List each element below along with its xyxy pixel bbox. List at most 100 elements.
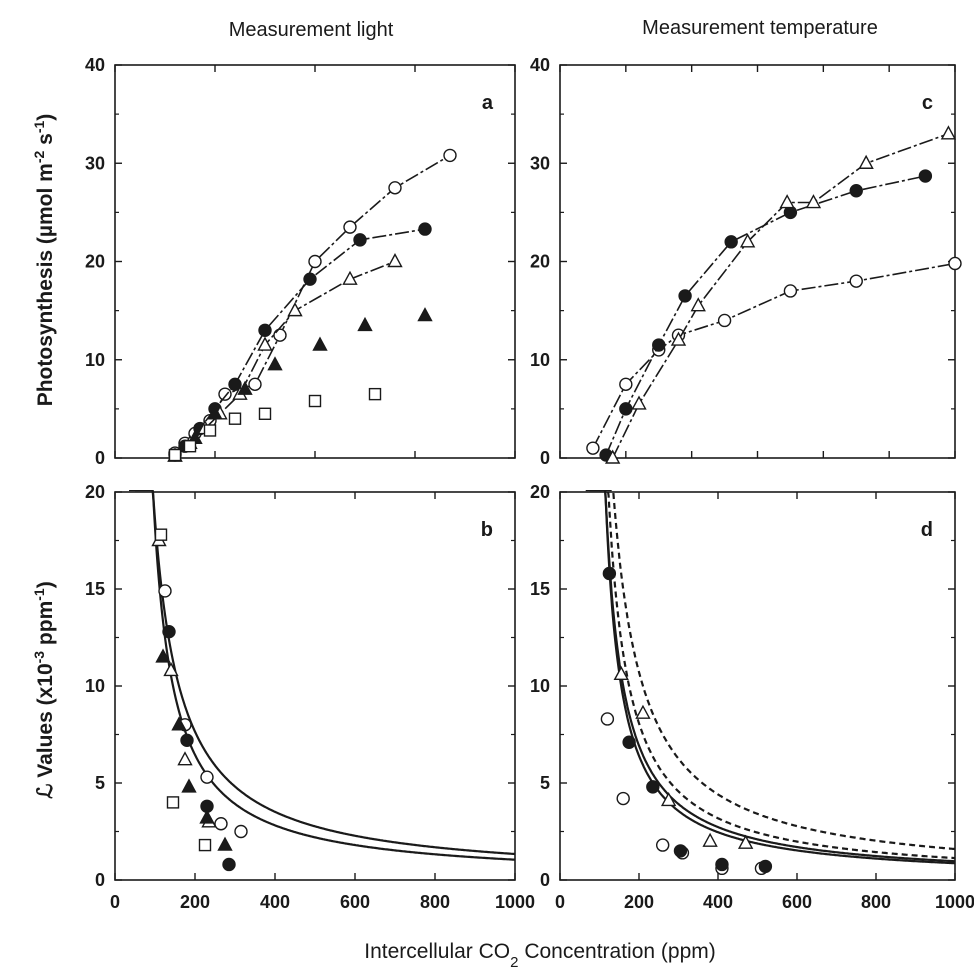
point-circle-filled xyxy=(162,624,176,639)
point-circle-open xyxy=(388,181,402,195)
point-circle-filled xyxy=(715,857,729,872)
point-triangle-open xyxy=(635,704,651,719)
panel-letter: b xyxy=(481,519,493,541)
point-triangle-open xyxy=(177,751,193,766)
fit-curve-2 xyxy=(591,490,955,865)
y-axis-label-bottom: ℒ Values (x10-3 ppm-1) xyxy=(31,581,57,798)
point-circle-filled xyxy=(622,735,636,749)
point-circle-open xyxy=(308,254,322,269)
point-circle-open xyxy=(849,274,863,288)
point-circle-filled xyxy=(303,272,317,286)
panel-a: 0 10 20 30 40 a xyxy=(85,55,516,468)
panel-d-frame xyxy=(559,491,956,881)
point-circle-filled xyxy=(678,289,692,303)
point-circle-filled xyxy=(652,338,666,352)
point-triangle-filled xyxy=(357,316,373,332)
point-circle-open xyxy=(234,824,248,839)
y-tick-label: 40 xyxy=(85,55,105,75)
point-triangle-filled xyxy=(217,836,233,851)
point-triangle-open xyxy=(631,395,647,410)
point-triangle-open xyxy=(163,662,179,677)
y-tick-label: 10 xyxy=(85,350,105,370)
x-axis-label: Intercellular CO2 Concentration (ppm) xyxy=(364,940,716,971)
point-triangle-open xyxy=(779,194,795,209)
point-circle-filled xyxy=(418,222,432,236)
panel-b-frame xyxy=(114,491,516,881)
point-square-open xyxy=(168,448,182,462)
point-circle-filled xyxy=(758,859,773,874)
point-circle-filled xyxy=(849,184,863,198)
point-circle-filled xyxy=(228,377,242,392)
point-square-open xyxy=(368,387,382,401)
point-circle-filled xyxy=(180,733,194,748)
point-triangle-open xyxy=(387,253,403,268)
y-tick-label: 0 xyxy=(540,870,550,890)
point-triangle-open xyxy=(805,194,822,209)
y-tick-label: 30 xyxy=(85,153,105,173)
point-triangle-open xyxy=(604,449,621,464)
point-triangle-open xyxy=(670,331,687,346)
point-square-open xyxy=(308,394,322,408)
point-square-open xyxy=(166,796,180,809)
col-title-right: Measurement temperature xyxy=(642,17,878,39)
point-triangle-open xyxy=(287,302,303,317)
fit-curve-2 xyxy=(135,490,515,861)
y-tick-label: 20 xyxy=(85,482,105,502)
point-triangle-filled xyxy=(155,648,171,663)
point-circle-open xyxy=(273,328,287,342)
x-tick-label: 600 xyxy=(340,892,370,912)
point-circle-open xyxy=(600,712,615,726)
point-circle-filled xyxy=(619,402,633,416)
x-tick-label: 800 xyxy=(420,892,450,912)
point-circle-open xyxy=(214,817,228,831)
point-triangle-filled xyxy=(312,336,328,351)
point-circle-open xyxy=(616,791,630,806)
point-circle-open xyxy=(248,377,262,392)
y-tick-label: 15 xyxy=(85,579,105,599)
y-tick-label: 20 xyxy=(530,482,550,502)
point-circle-filled xyxy=(646,780,660,794)
point-circle-open xyxy=(717,313,732,328)
y-tick-label: 0 xyxy=(95,448,105,468)
y-tick-label: 30 xyxy=(530,153,550,173)
point-circle-filled xyxy=(602,566,617,581)
x-tick-label: 400 xyxy=(260,892,290,912)
point-square-open xyxy=(154,528,168,541)
point-triangle-open xyxy=(739,233,756,248)
y-tick-label: 0 xyxy=(95,870,105,890)
y-tick-label: 5 xyxy=(540,773,550,793)
point-circle-open xyxy=(443,148,457,163)
point-triangle-open xyxy=(690,297,706,312)
x-tick-label: 1000 xyxy=(935,892,974,912)
x-tick-label: 200 xyxy=(180,892,210,912)
x-tick-label: 800 xyxy=(861,892,891,912)
point-circle-open xyxy=(586,441,600,455)
y-tick-label: 5 xyxy=(95,773,105,793)
x-tick-label: 400 xyxy=(703,892,733,912)
fit-curve-1 xyxy=(589,490,955,863)
panel-c-frame xyxy=(559,64,956,459)
point-circle-open xyxy=(218,387,232,401)
fit-curve-3 xyxy=(589,490,955,860)
point-triangle-open xyxy=(737,834,754,849)
point-circle-open xyxy=(158,584,172,598)
point-circle-open xyxy=(200,770,214,784)
point-circle-open xyxy=(783,284,798,298)
point-square-open xyxy=(228,412,242,425)
point-circle-filled xyxy=(673,844,688,858)
point-triangle-open xyxy=(342,270,358,285)
point-circle-open xyxy=(948,256,962,271)
y-tick-label: 10 xyxy=(530,676,550,696)
x-tick-label: 0 xyxy=(110,892,120,912)
x-tick-label: 200 xyxy=(624,892,654,912)
point-triangle-open xyxy=(940,125,957,140)
point-circle-open xyxy=(343,220,357,234)
point-triangle-filled xyxy=(199,809,215,824)
point-triangle-filled xyxy=(267,356,283,371)
panel-letter: c xyxy=(922,92,933,114)
point-square-open xyxy=(203,424,217,437)
y-tick-label: 10 xyxy=(530,350,550,370)
